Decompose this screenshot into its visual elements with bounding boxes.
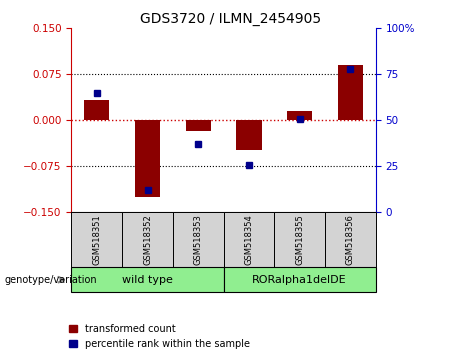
Text: GSM518354: GSM518354 (244, 215, 254, 265)
Bar (185, 120, 211, 131)
Bar (71, 267, 224, 292)
Bar (224, 212, 274, 267)
Bar (287, 111, 313, 120)
Text: GSM518353: GSM518353 (194, 215, 203, 265)
Text: GSM518355: GSM518355 (295, 215, 304, 265)
Legend: transformed count, percentile rank within the sample: transformed count, percentile rank withi… (70, 324, 250, 349)
Bar (274, 212, 325, 267)
Text: GSM518352: GSM518352 (143, 215, 152, 265)
Bar (71, 212, 122, 267)
Bar (236, 120, 262, 150)
Text: GSM518356: GSM518356 (346, 215, 355, 265)
Bar (325, 212, 376, 267)
Text: genotype/variation: genotype/variation (5, 275, 97, 285)
Text: GDS3720 / ILMN_2454905: GDS3720 / ILMN_2454905 (140, 12, 321, 27)
Bar (224, 267, 376, 292)
Text: GSM518351: GSM518351 (92, 215, 101, 265)
Text: RORalpha1delDE: RORalpha1delDE (252, 275, 347, 285)
Bar (337, 65, 363, 120)
Bar (84, 100, 110, 120)
Bar (135, 120, 160, 197)
Bar (173, 212, 224, 267)
Bar (122, 212, 173, 267)
Text: wild type: wild type (122, 275, 173, 285)
